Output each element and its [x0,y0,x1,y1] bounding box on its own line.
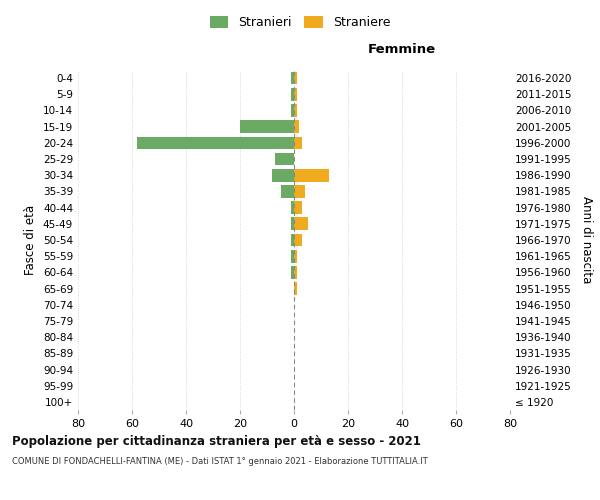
Legend: Stranieri, Straniere: Stranieri, Straniere [205,11,395,34]
Bar [294,266,296,278]
Bar [294,218,308,230]
Bar [294,234,302,246]
Bar [294,120,299,133]
Bar [294,185,305,198]
Bar [292,202,294,214]
Text: Popolazione per cittadinanza straniera per età e sesso - 2021: Popolazione per cittadinanza straniera p… [12,435,421,448]
Bar [294,72,296,85]
Y-axis label: Anni di nascita: Anni di nascita [580,196,593,284]
Bar [294,169,329,181]
Bar [294,202,302,214]
Bar [294,136,302,149]
Bar [294,104,296,117]
Bar [292,266,294,278]
Bar [292,218,294,230]
Bar [272,169,294,181]
Bar [137,136,294,149]
Text: Femmine: Femmine [368,44,436,57]
Bar [294,250,296,262]
Text: COMUNE DI FONDACHELLI-FANTINA (ME) - Dati ISTAT 1° gennaio 2021 - Elaborazione T: COMUNE DI FONDACHELLI-FANTINA (ME) - Dat… [12,458,428,466]
Bar [292,234,294,246]
Bar [240,120,294,133]
Bar [292,250,294,262]
Bar [292,72,294,85]
Bar [292,88,294,101]
Bar [275,152,294,166]
Y-axis label: Fasce di età: Fasce di età [25,205,37,275]
Bar [294,88,296,101]
Bar [292,104,294,117]
Bar [281,185,294,198]
Bar [294,282,296,295]
